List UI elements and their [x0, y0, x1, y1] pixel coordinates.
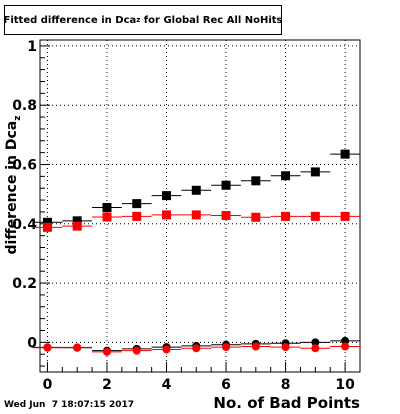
data-point: [43, 343, 52, 352]
data-point: [162, 345, 171, 354]
data-point: [251, 342, 260, 351]
data-point: [222, 343, 231, 352]
y-tick-label: 0.6: [12, 158, 37, 174]
y-axis: 0 0.2 0.4 0.6 0.8 1: [12, 39, 50, 367]
y-tick-label: 0: [27, 335, 37, 351]
data-point: [132, 346, 141, 355]
data-point: [311, 344, 320, 353]
data-point: [72, 216, 82, 226]
y-axis-label-text: difference in Dca: [4, 120, 20, 255]
data-point: [340, 149, 350, 159]
x-axis-label: No. of Bad Points: [213, 394, 360, 412]
data-point: [132, 199, 142, 209]
data-point: [341, 336, 350, 345]
y-axis-label-subscript: z: [12, 115, 23, 121]
y-tick-label: 0.2: [12, 276, 37, 292]
data-point: [310, 167, 320, 177]
title-subscript: z: [136, 16, 141, 24]
data-point: [102, 202, 112, 212]
data-point: [310, 211, 320, 221]
x-tick-label: 8: [281, 377, 291, 393]
x-tick-label: 0: [43, 377, 53, 393]
data-point: [42, 217, 52, 227]
series-3: [32, 342, 360, 356]
x-tick-label: 6: [221, 377, 231, 393]
grid-lines: [40, 40, 360, 372]
title-prefix: Fitted difference in Dca: [3, 14, 137, 26]
x-tick-label: 2: [102, 377, 112, 393]
y-axis-label: difference in Dcaz: [4, 100, 24, 270]
timestamp: Wed Jun 7 18:07:15 2017: [4, 400, 135, 410]
x-axis: 0 2 4 6 8 10: [43, 362, 361, 393]
data-point: [281, 211, 291, 221]
y-tick-label: 1: [27, 39, 37, 55]
data-point: [162, 210, 172, 220]
plot-frame: [39, 39, 361, 373]
y-tick-label: 0.4: [12, 217, 37, 233]
series-0: [32, 149, 360, 227]
data-point: [251, 176, 261, 186]
data-point: [340, 211, 350, 221]
data-point: [341, 342, 350, 351]
data-point: [191, 210, 201, 220]
data-point: [72, 221, 82, 231]
data-point: [251, 212, 261, 222]
x-tick-label: 4: [162, 377, 172, 393]
title-suffix: for Global Rec All NoHits: [140, 14, 283, 26]
y-tick-label: 0.8: [12, 98, 37, 114]
data-point: [191, 185, 201, 195]
x-tick-label: 10: [335, 377, 355, 393]
data-point: [102, 347, 111, 356]
data-point: [281, 343, 290, 352]
chart-title: Fitted difference in Dca z for Global Rec…: [3, 5, 283, 35]
data-point: [102, 212, 112, 222]
data-point: [192, 344, 201, 353]
data-point: [221, 180, 231, 190]
data-point: [73, 343, 82, 352]
data-point: [162, 191, 172, 201]
series-1: [32, 210, 360, 232]
data-point: [281, 171, 291, 181]
data-points: [32, 149, 360, 356]
data-point: [132, 211, 142, 221]
data-point: [42, 222, 52, 232]
data-point: [311, 338, 320, 347]
data-point: [221, 210, 231, 220]
